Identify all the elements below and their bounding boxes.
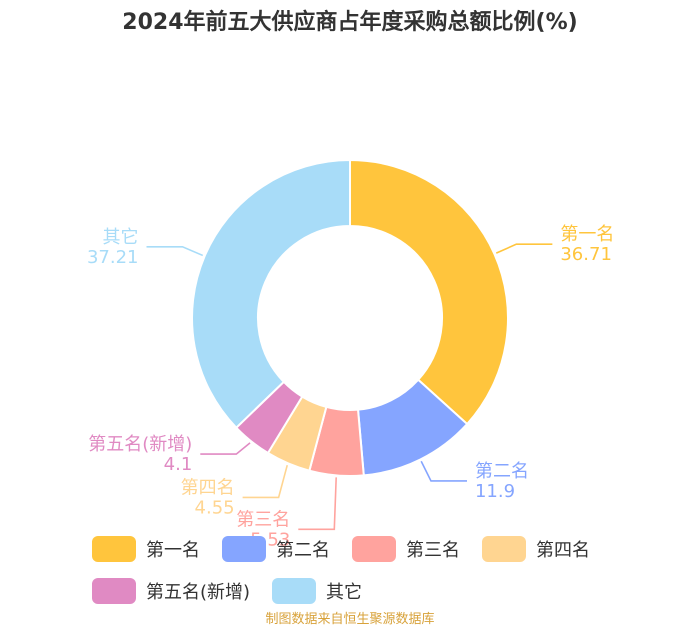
legend-label: 第三名 bbox=[406, 540, 460, 561]
legend-row: 第一名 第二名 第三名 第四名 bbox=[92, 536, 612, 562]
slice-6 bbox=[191, 158, 351, 430]
legend-swatch bbox=[272, 578, 317, 604]
legend-item-1[interactable]: 第一名 bbox=[92, 536, 200, 562]
slice-label-name-2: 第二名 bbox=[475, 461, 529, 482]
slice-label-name-6: 其它 bbox=[102, 227, 138, 248]
slice-label-name-3: 第三名 bbox=[236, 509, 290, 530]
legend-row: 第五名(新增) 其它 bbox=[92, 578, 384, 604]
leader-line-5 bbox=[200, 442, 251, 455]
leader-line-6 bbox=[146, 246, 204, 257]
legend-swatch bbox=[92, 578, 136, 604]
slice-label-value-6: 37.21 bbox=[87, 247, 139, 268]
legend-label: 其它 bbox=[326, 582, 363, 603]
legend-item-3[interactable]: 第三名 bbox=[352, 536, 460, 562]
slice-label-name-4: 第四名 bbox=[181, 477, 235, 498]
chart-title: 2024年前五大供应商占年度采购总额比例(%) bbox=[122, 10, 578, 35]
slice-label-name-1: 第一名 bbox=[560, 224, 614, 245]
legend-label: 第二名 bbox=[276, 540, 330, 561]
slice-label-name-5: 第五名(新增) bbox=[88, 434, 192, 455]
legend-item-2[interactable]: 第二名 bbox=[222, 536, 330, 562]
legend-swatch bbox=[482, 536, 526, 562]
legend-swatch bbox=[352, 536, 396, 562]
legend-item-4[interactable]: 第四名 bbox=[482, 536, 590, 562]
legend-label: 第四名 bbox=[536, 540, 590, 561]
legend-item-5[interactable]: 第五名(新增) bbox=[92, 578, 250, 604]
leader-line-4 bbox=[242, 464, 289, 499]
legend-swatch bbox=[92, 536, 136, 562]
slice-label-value-5: 4.1 bbox=[164, 454, 193, 475]
leader-line-3 bbox=[298, 477, 337, 531]
slice-label-value-2: 11.9 bbox=[475, 481, 515, 502]
legend-label: 第五名(新增) bbox=[146, 582, 251, 603]
legend-item-6[interactable]: 其它 bbox=[272, 578, 362, 604]
slice-label-value-1: 36.71 bbox=[560, 244, 612, 265]
leader-line-1 bbox=[495, 243, 553, 254]
source-note: 制图数据来自恒生聚源数据库 bbox=[265, 612, 435, 627]
legend-label: 第一名 bbox=[146, 540, 200, 561]
slice-1 bbox=[349, 158, 509, 426]
slices bbox=[191, 158, 509, 477]
leader-line-2 bbox=[420, 460, 467, 482]
slice-label-value-4: 4.55 bbox=[195, 497, 235, 518]
slice-labels: 第一名36.71第二名11.9第三名5.53第四名4.55第五名(新增)4.1其… bbox=[87, 224, 614, 550]
legend-swatch bbox=[222, 536, 266, 562]
leader-lines bbox=[146, 243, 553, 531]
